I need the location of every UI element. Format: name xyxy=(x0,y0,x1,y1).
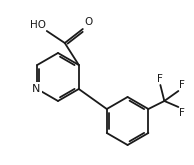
Text: F: F xyxy=(179,108,185,118)
Text: F: F xyxy=(157,74,163,84)
Text: HO: HO xyxy=(30,20,46,30)
Text: O: O xyxy=(85,17,93,27)
Text: N: N xyxy=(32,84,40,94)
Text: F: F xyxy=(179,80,185,90)
